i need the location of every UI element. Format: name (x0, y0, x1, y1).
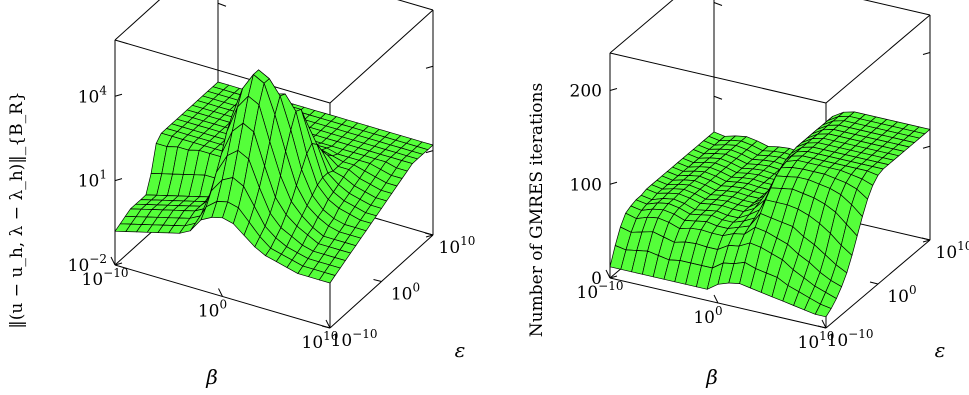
epsilon-tick-mark (817, 325, 827, 329)
z-tick-label: 100 (570, 175, 602, 195)
box-edge (329, 9, 434, 104)
z-tick-mark (609, 181, 618, 185)
z-tick-mark (713, 2, 723, 6)
z-tick-label: 101 (78, 168, 107, 192)
z-tick-mark (114, 93, 123, 97)
epsilon-tick-label: 1010 (439, 234, 476, 258)
box-edge (609, 0, 674, 54)
epsilon-axis-label: ε (935, 338, 946, 362)
epsilon-tick-label: 100 (391, 281, 420, 305)
z-tick-mark (425, 150, 434, 154)
gmres-iterations-surface-plot: 10−10100101010−1010010100100200βεNumber … (527, 0, 969, 389)
box-edge (825, 14, 931, 104)
surface-patch (318, 272, 336, 284)
box-edge (114, 39, 331, 104)
beta-tick-mark (713, 294, 719, 304)
z-tick-mark (609, 88, 618, 91)
epsilon-tick-label: 10−10 (331, 327, 378, 351)
z-axis-label: ‖(u − u_h, λ − λ_h)‖_{B_R} (7, 91, 27, 328)
epsilon-axis-label: ε (455, 338, 466, 362)
epsilon-tick-mark (921, 237, 931, 241)
z-tick-mark (425, 234, 434, 238)
epsilon-tick-mark (373, 279, 382, 282)
box-edge (114, 0, 161, 41)
z-axis-label: Number of GMRES iterations (527, 83, 547, 337)
z-tick-mark (922, 145, 931, 149)
beta-tick-mark (605, 269, 611, 279)
z-tick-mark (114, 178, 123, 182)
beta-tick-label: 1010 (798, 329, 835, 353)
beta-tick-mark (218, 288, 223, 297)
z-tick-mark (609, 275, 618, 279)
epsilon-tick-label: 100 (887, 283, 916, 307)
box-edge (862, 0, 931, 16)
z-tick-mark (217, 2, 227, 7)
beta-axis-label: β (205, 365, 218, 389)
beta-axis-label: β (705, 365, 718, 389)
beta-tick-mark (325, 319, 331, 329)
z-tick-mark (713, 95, 723, 100)
beta-tick-label: 100 (693, 304, 722, 328)
z-tick-label: 0 (591, 269, 602, 289)
epsilon-tick-mark (321, 325, 331, 329)
beta-tick-label: 10−10 (82, 266, 129, 290)
epsilon-tick-label: 1010 (936, 239, 969, 263)
surface-mesh (609, 111, 931, 318)
beta-tick-label: 100 (198, 298, 227, 322)
error-norm-surface-plot: 10−10100101010−10100101010−2101104βε‖(u … (7, 0, 475, 389)
z-tick-mark (114, 262, 123, 266)
box-edge (397, 0, 434, 11)
z-tick-label: 200 (570, 82, 602, 102)
box-edge (609, 52, 827, 104)
beta-tick-mark (110, 256, 116, 266)
z-tick-mark (425, 65, 434, 69)
z-tick-mark (922, 52, 931, 55)
epsilon-tick-label: 10−10 (827, 327, 874, 351)
epsilon-tick-mark (869, 281, 879, 285)
z-tick-label: 10−2 (68, 252, 107, 276)
beta-tick-label: 1010 (302, 329, 339, 353)
beta-tick-mark (821, 319, 827, 329)
z-tick-label: 104 (78, 83, 108, 107)
surface-patch (814, 303, 832, 318)
epsilon-tick-mark (424, 232, 434, 236)
beta-tick-label: 10−10 (577, 279, 624, 303)
surface-mesh (114, 69, 434, 284)
